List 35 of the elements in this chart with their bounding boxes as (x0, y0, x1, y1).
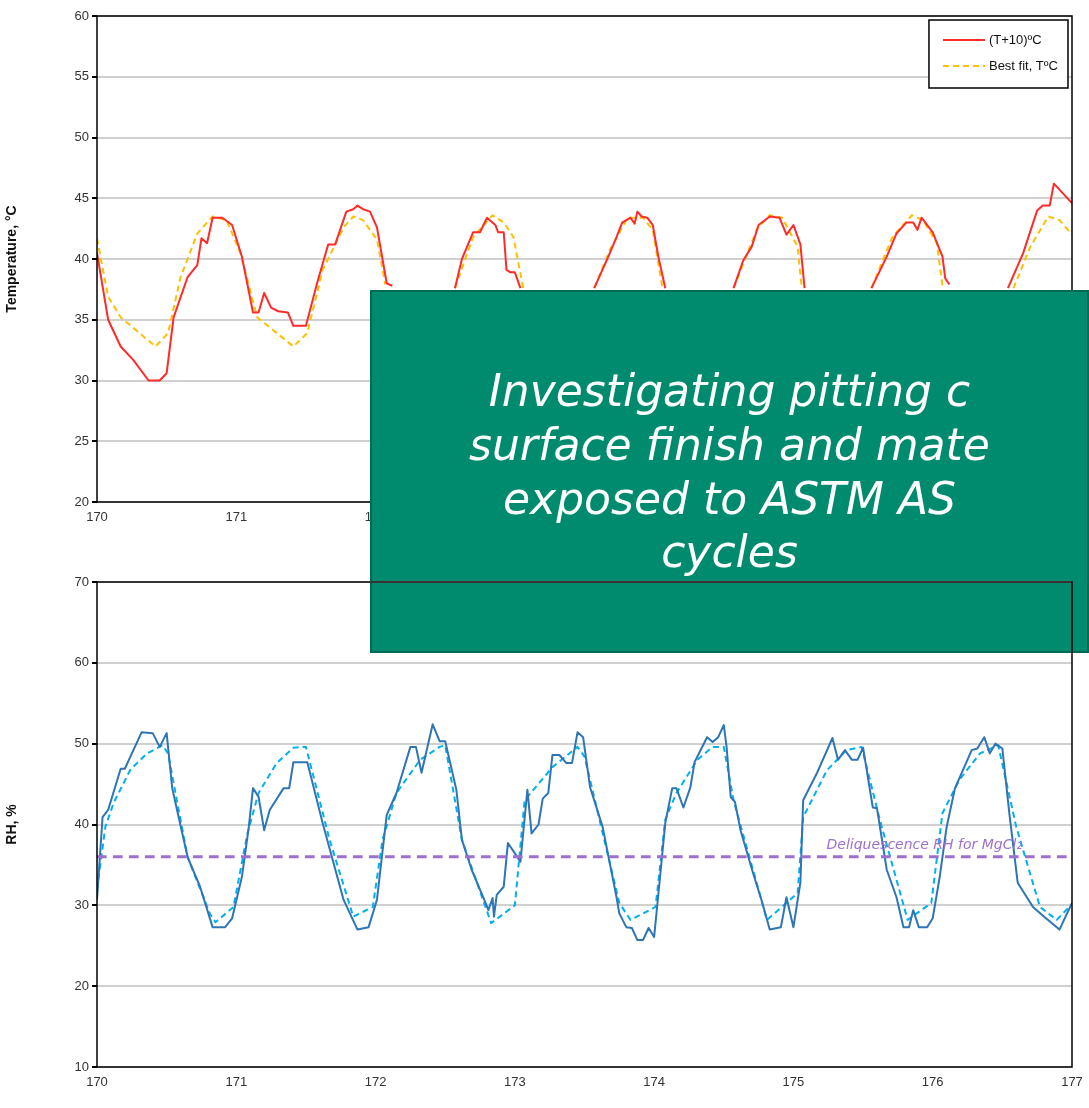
y-tick-label: 40 (74, 250, 89, 266)
y-tick-label: 35 (74, 311, 89, 327)
y-tick-label: 70 (74, 573, 89, 589)
annotation: exposed to ASTM AS (503, 471, 956, 526)
y-tick-label: 50 (74, 735, 89, 751)
x-tick-label: 170 (86, 1074, 108, 1090)
y-tick-label: 60 (74, 7, 89, 23)
y-tick-label: 30 (74, 372, 89, 388)
annotation: Investigating pitting c (488, 364, 971, 418)
y-tick-label: 20 (74, 977, 89, 993)
line-series (97, 744, 1071, 925)
x-tick-label: 171 (225, 1074, 248, 1090)
x-tick-label: 174 (643, 1074, 665, 1090)
y-tick-label: 45 (74, 189, 89, 205)
legend-label: (T+10)ºC (988, 31, 1042, 47)
x-tick-label: 176 (921, 1074, 944, 1090)
annotation: surface finish and mate (469, 417, 990, 472)
x-tick-label: 173 (504, 1074, 526, 1090)
legend-label: Best fit, TºC (988, 57, 1058, 73)
y-tick-label: 10 (74, 1058, 89, 1074)
y-axis-title: Temperature, °C (3, 205, 20, 313)
y-tick-label: 30 (74, 896, 89, 912)
banner: Investigating pitting c surface finish and mate exposed to ASTM AS cycles (370, 290, 1089, 653)
x-tick-label: 171 (225, 509, 248, 525)
x-tick-label: 172 (364, 1074, 387, 1090)
x-tick-label: 170 (86, 509, 108, 525)
y-tick-label: 20 (74, 493, 89, 509)
y-axis-title: RH, % (3, 803, 20, 845)
y-tick-label: 60 (74, 654, 89, 670)
x-tick-label: 177 (1061, 1074, 1083, 1090)
y-tick-label: 55 (74, 68, 89, 84)
y-tick-label: 40 (74, 816, 89, 832)
y-tick-label: 50 (74, 129, 89, 145)
y-tick-label: 25 (74, 432, 89, 448)
x-tick-label: 175 (782, 1074, 805, 1090)
